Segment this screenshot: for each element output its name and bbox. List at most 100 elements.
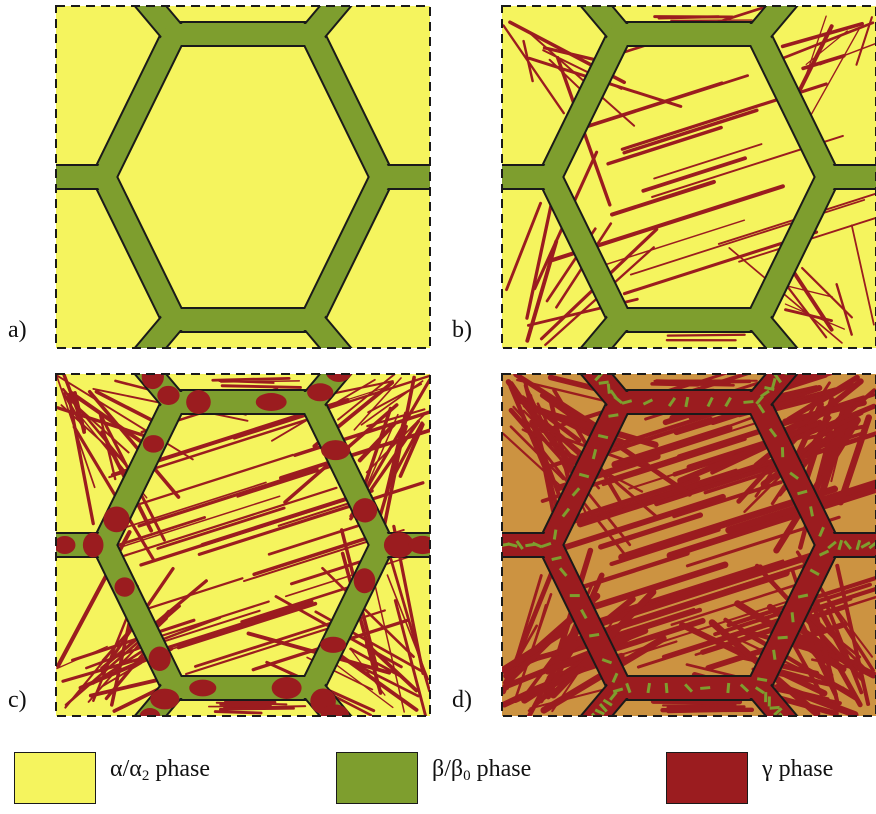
gamma-particle	[103, 506, 130, 533]
gamma-lamella	[362, 406, 393, 489]
beta-remnant	[809, 506, 814, 517]
gamma-lamella	[657, 15, 720, 20]
beta-remnant	[609, 691, 618, 701]
beta-remnant	[837, 539, 844, 551]
gamma-lamella	[586, 219, 746, 272]
beta-remnant	[809, 568, 820, 577]
gamma-lamella	[357, 422, 396, 463]
gamma-lamella	[236, 466, 331, 498]
gamma-lamella	[340, 551, 383, 695]
gamma-lamella	[785, 374, 860, 423]
gamma-particle	[353, 568, 376, 594]
gamma-lamella	[68, 390, 144, 445]
boundary-band-top	[92, 24, 394, 330]
beta-remnant	[580, 608, 588, 620]
beta-remnant	[855, 539, 862, 551]
gamma-lamella	[802, 26, 861, 131]
beta-remnant	[768, 427, 778, 438]
gamma-lamella	[143, 577, 244, 611]
gamma-lamella	[502, 24, 565, 115]
gamma-lamella	[63, 394, 130, 454]
gamma-lamella	[661, 703, 737, 707]
gamma-particle	[56, 535, 76, 555]
gamma-lamella	[725, 479, 876, 534]
gamma-particle	[320, 636, 347, 653]
beta-remnant	[786, 719, 790, 729]
gamma-lamella	[220, 384, 302, 389]
gamma-lamella	[155, 599, 314, 653]
grain-structure-a	[56, 6, 430, 348]
gamma-lamella	[585, 592, 815, 667]
gamma-lamella	[139, 497, 350, 567]
gamma-lamellae-b	[502, 6, 876, 347]
gamma-particle	[142, 435, 165, 453]
beta-remnant	[818, 549, 830, 557]
gamma-particle	[186, 390, 211, 414]
gamma-lamella	[653, 143, 763, 180]
gamma-lamella	[664, 379, 752, 385]
gamma-lamella	[156, 506, 286, 550]
beta-remnant	[843, 540, 852, 550]
gamma-lamella	[381, 375, 416, 535]
beta-remnant	[759, 389, 770, 398]
panel-b	[501, 5, 876, 349]
beta-remnant	[667, 397, 677, 407]
beta-remnant	[540, 541, 552, 549]
gamma-lamella	[213, 710, 263, 715]
gamma-lamella	[502, 432, 568, 494]
legend-swatch-gamma	[666, 752, 748, 804]
gamma-lamella	[572, 74, 750, 133]
gamma-lamella	[240, 586, 349, 623]
gamma-lamella	[545, 572, 605, 700]
gamma-lamella	[137, 467, 319, 528]
gamma-lamella	[392, 421, 424, 477]
gamma-particle	[114, 577, 135, 597]
gamma-lamella	[101, 662, 143, 688]
gamma-particle	[255, 393, 287, 411]
gamma-lamella	[547, 393, 574, 494]
gamma-lamella	[267, 518, 377, 556]
gamma-lamella	[826, 606, 864, 695]
beta-remnant	[780, 447, 785, 458]
gamma-lamella	[525, 239, 559, 343]
beta-remnant	[601, 658, 613, 665]
beta-remnant	[743, 400, 754, 404]
gamma-lamella	[384, 411, 408, 496]
beta-remnant	[754, 686, 765, 695]
gamma-lamella	[353, 377, 402, 431]
panel-label-b: b)	[452, 317, 472, 343]
gamma-particle	[383, 532, 414, 558]
beta-remnant	[773, 707, 783, 716]
gamma-lamella	[104, 649, 148, 701]
gamma-lamella	[343, 657, 420, 698]
gamma-lamella	[211, 376, 291, 382]
gamma-lamella	[502, 567, 556, 695]
gamma-lamella	[502, 627, 649, 690]
gamma-particle	[325, 374, 352, 383]
gamma-lamella	[784, 308, 833, 323]
gamma-lamella	[629, 199, 866, 276]
gamma-lamella	[728, 247, 843, 344]
boundary-band-top	[92, 392, 394, 698]
legend-swatch-alpha	[14, 752, 96, 804]
gamma-lamella	[160, 609, 261, 644]
legend-label-beta: β/β0 phase	[432, 756, 532, 784]
gamma-lamella	[738, 216, 876, 263]
gamma-lamella	[502, 628, 567, 674]
gamma-lamella	[66, 393, 95, 526]
gamma-lamella	[94, 389, 153, 422]
beta-remnant	[700, 686, 711, 690]
gamma-lamella	[360, 380, 424, 426]
beta-remnants	[502, 374, 876, 729]
gamma-lamella	[70, 618, 196, 662]
grain-structure-b	[502, 6, 876, 348]
gamma-lamella	[370, 569, 405, 713]
gamma-particle	[320, 440, 351, 461]
gamma-lamella	[779, 21, 875, 61]
beta-remnant	[586, 718, 596, 726]
beta-remnant	[664, 682, 669, 694]
beta-remnant	[684, 396, 690, 408]
panel-a	[55, 5, 431, 349]
gamma-lamella	[650, 698, 743, 705]
gamma-lamella	[650, 382, 700, 387]
